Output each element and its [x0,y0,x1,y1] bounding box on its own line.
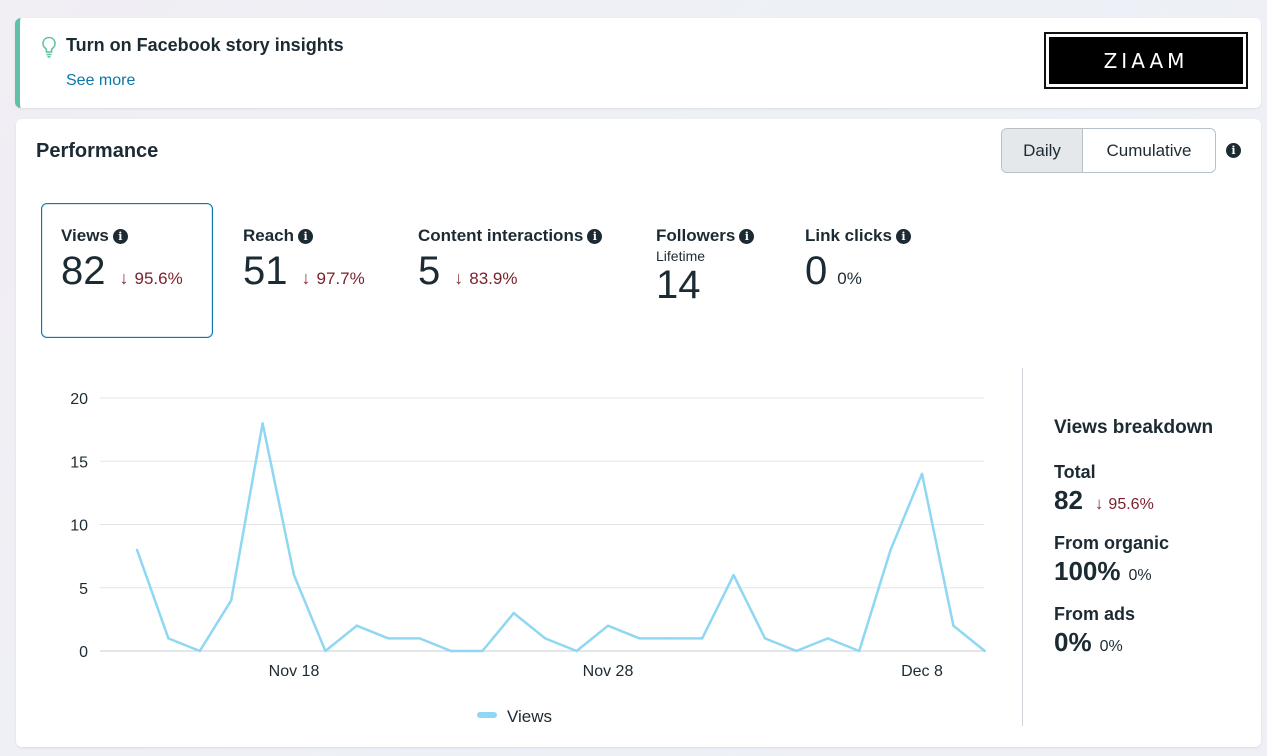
info-icon[interactable]: i [739,228,755,244]
data-point [732,573,735,577]
story-insights-banner: Turn on Facebook story insights See more… [15,18,1261,108]
data-point [324,649,327,653]
data-point [701,637,704,640]
data-point [638,637,641,640]
total-change: 95.6% [1108,496,1154,513]
arrow-down-icon: ↓ [454,268,464,288]
metric-label: Link clicks i [805,226,911,246]
logo-text: ZIAAM [1049,37,1243,84]
data-point [230,599,233,602]
legend-label: Views [507,707,552,726]
views-breakdown: Views breakdown Total 82 ↓ 95.6% From or… [1054,417,1213,658]
info-icon[interactable]: i [895,228,911,244]
data-point [198,649,201,653]
y-tick-label: 0 [79,644,88,661]
info-icon[interactable]: i [298,228,314,244]
ads-value: 0% [1054,627,1092,657]
info-icon[interactable]: i [1226,143,1241,158]
data-point [952,624,955,627]
banner-title: Turn on Facebook story insights [66,35,344,55]
cumulative-button[interactable]: Cumulative [1083,129,1215,172]
organic-label: From organic [1054,533,1170,553]
ads-change: 0% [1099,638,1123,655]
data-point [763,637,767,640]
daily-button[interactable]: Daily [1002,129,1083,172]
performance-title: Performance [36,140,159,162]
data-point [512,611,515,615]
x-tick-label: Dec 8 [901,663,943,680]
see-more-link[interactable]: See more [66,72,136,89]
organic-change: 0% [1128,567,1152,584]
y-tick-label: 10 [70,518,88,535]
metric-value: 0 [805,249,828,293]
performance-card: Performance Daily Cumulative i Views i 82… [16,119,1261,747]
metric-label: Followers i [656,226,755,246]
arrow-down-icon: ↓ [1094,494,1104,513]
data-point [544,637,547,640]
metric-label: Views i [61,226,212,246]
time-mode-toggle: Daily Cumulative [1001,128,1216,173]
metric-card-followers[interactable]: Followers i Lifetime 14 [656,203,755,338]
ads-label: From ads [1054,604,1136,624]
page-logo: ZIAAM [1044,32,1248,89]
total-value: 82 [1054,485,1083,515]
metric-value: 5 [418,249,441,293]
info-icon[interactable]: i [587,228,603,244]
y-tick-label: 20 [70,391,88,408]
data-point [795,649,798,653]
legend-swatch [477,712,497,718]
metric-value: 14 [656,263,701,307]
lightbulb-icon [42,36,56,58]
metric-value: 51 [243,249,288,293]
data-point [355,624,358,627]
divider [1022,368,1023,726]
data-point [449,649,453,653]
y-tick-label: 15 [70,454,88,471]
data-point [920,472,924,476]
data-point [983,649,986,653]
arrow-down-icon: ↓ [301,268,311,288]
metric-label: Content interactions i [418,226,603,246]
data-point [826,637,829,640]
data-point [858,649,861,653]
y-tick-label: 5 [79,581,88,598]
metric-card-content-interactions[interactable]: Content interactions i 5 ↓ 83.9% [418,203,603,338]
organic-value: 100% [1054,556,1121,586]
data-point [418,637,421,640]
data-point [292,573,296,577]
total-label: Total [1054,462,1096,482]
data-point [606,624,610,627]
metric-label: Reach i [243,226,365,246]
data-point [261,422,264,425]
data-point [889,548,892,551]
metric-change: 97.7% [316,269,365,288]
metric-change: 83.9% [469,269,518,288]
data-point [387,637,390,640]
metric-change: 95.6% [134,269,183,288]
metric-value: 82 [61,249,106,293]
data-point [481,649,484,653]
data-point [135,548,139,551]
x-tick-label: Nov 28 [583,663,634,680]
data-point [575,649,578,653]
data-point [167,637,170,640]
metric-card-views[interactable]: Views i 82 ↓ 95.6% [41,203,213,338]
views-line-chart: 0 5 10 15 20 Nov 18 Nov 28 Dec 8 Views [70,391,986,726]
metric-card-reach[interactable]: Reach i 51 ↓ 97.7% [243,203,365,338]
metric-sublabel: Lifetime [656,248,706,264]
x-tick-label: Nov 18 [269,663,320,680]
breakdown-title: Views breakdown [1054,417,1214,438]
info-icon[interactable]: i [112,228,128,244]
metric-change: 0% [837,269,862,288]
metric-card-link-clicks[interactable]: Link clicks i 0 0% [805,203,911,338]
arrow-down-icon: ↓ [119,268,129,288]
data-point [669,637,672,640]
series-line-views [135,422,986,653]
